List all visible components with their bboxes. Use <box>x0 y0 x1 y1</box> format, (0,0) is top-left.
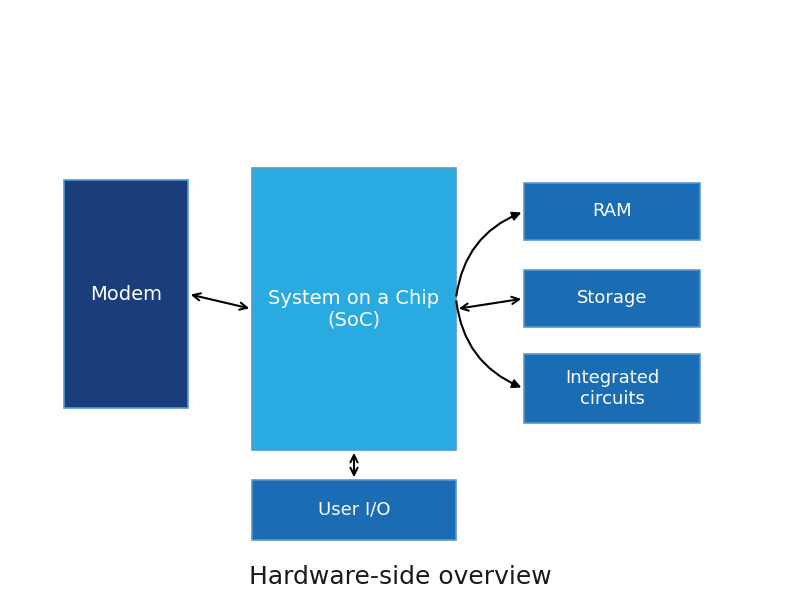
FancyBboxPatch shape <box>252 168 456 450</box>
FancyBboxPatch shape <box>524 270 700 327</box>
Text: Modem: Modem <box>90 284 162 304</box>
Text: User I/O: User I/O <box>318 501 390 519</box>
Text: Storage: Storage <box>577 289 647 307</box>
FancyBboxPatch shape <box>64 180 188 408</box>
Text: RAM: RAM <box>592 202 632 220</box>
Text: Integrated
circuits: Integrated circuits <box>565 369 659 408</box>
FancyBboxPatch shape <box>524 183 700 240</box>
Text: System on a Chip
(SoC): System on a Chip (SoC) <box>269 289 439 329</box>
FancyBboxPatch shape <box>252 480 456 540</box>
Text: Hardware-side overview: Hardware-side overview <box>249 565 551 589</box>
FancyBboxPatch shape <box>524 354 700 423</box>
